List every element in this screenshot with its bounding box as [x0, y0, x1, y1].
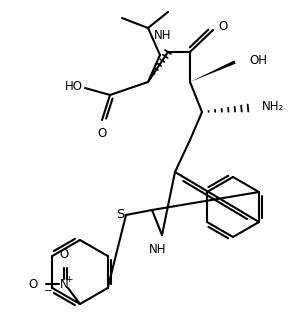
Text: NH: NH	[154, 29, 172, 42]
Text: O: O	[97, 127, 107, 140]
Text: S: S	[116, 209, 124, 221]
Text: NH₂: NH₂	[262, 99, 284, 113]
Text: +: +	[65, 275, 73, 283]
Text: O: O	[59, 248, 69, 261]
Polygon shape	[190, 60, 236, 82]
Text: O: O	[218, 20, 227, 33]
Text: −: −	[44, 286, 52, 296]
Text: O: O	[29, 277, 38, 291]
Text: OH: OH	[249, 53, 267, 67]
Text: NH: NH	[149, 243, 167, 256]
Text: N: N	[59, 277, 68, 291]
Text: HO: HO	[65, 79, 83, 92]
